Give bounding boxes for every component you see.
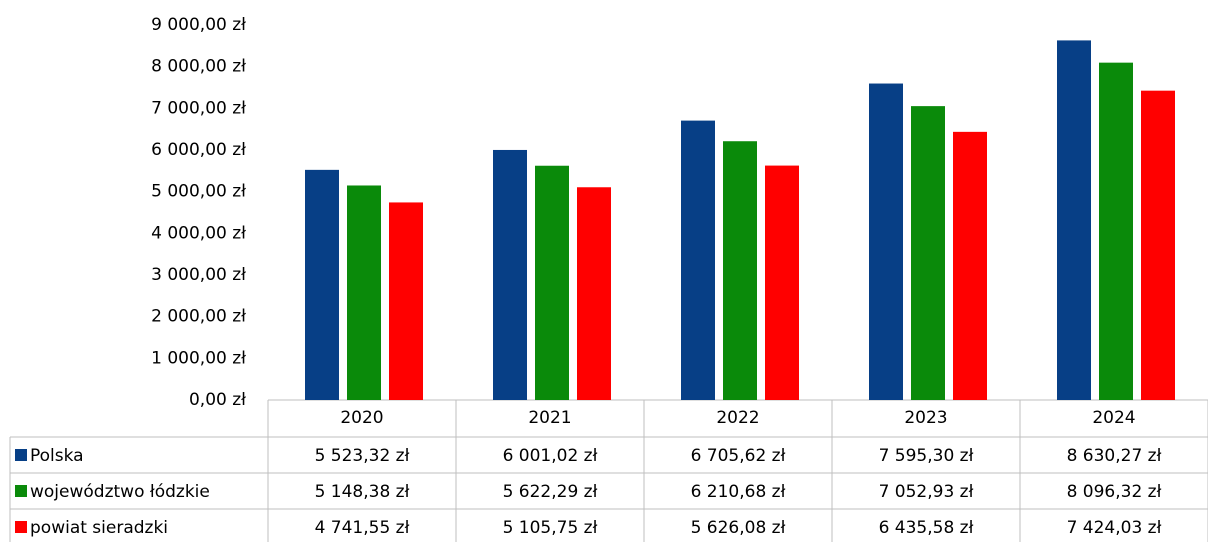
legend-label: Polska [30, 446, 84, 466]
y-tick-label: 9 000,00 zł [151, 15, 246, 35]
table-value: 8 096,32 zł [1067, 482, 1162, 502]
bar [1141, 90, 1175, 401]
bar [911, 106, 945, 400]
y-tick-label: 1 000,00 zł [151, 348, 246, 368]
table-value: 5 622,29 zł [503, 482, 598, 502]
table-value: 8 630,27 zł [1067, 446, 1162, 466]
table-value: 5 626,08 zł [691, 518, 786, 538]
y-tick-label: 8 000,00 zł [151, 57, 246, 77]
bar [869, 83, 903, 400]
bar [723, 141, 757, 400]
bar [535, 165, 569, 400]
table-value: 6 001,02 zł [503, 446, 598, 466]
table-value: 5 105,75 zł [503, 518, 598, 538]
bar [493, 149, 527, 400]
table-value: 5 523,32 zł [315, 446, 410, 466]
legend-swatch [15, 449, 27, 461]
bar [389, 202, 423, 400]
table-value: 6 435,58 zł [879, 518, 974, 538]
y-tick-label: 4 000,00 zł [151, 223, 246, 243]
bar [1057, 40, 1091, 400]
bar [577, 187, 611, 400]
x-tick-label: 2020 [340, 408, 383, 428]
y-tick-label: 2 000,00 zł [151, 307, 246, 327]
legend-label: województwo łódzkie [30, 482, 210, 502]
table-value: 5 148,38 zł [315, 482, 410, 502]
bar [681, 120, 715, 400]
legend-swatch [15, 485, 27, 497]
y-tick-label: 3 000,00 zł [151, 265, 246, 285]
bar [765, 165, 799, 400]
x-tick-label: 2023 [904, 408, 947, 428]
bar [953, 131, 987, 400]
table-value: 4 741,55 zł [315, 518, 410, 538]
x-tick-label: 2024 [1092, 408, 1135, 428]
y-tick-label: 5 000,00 zł [151, 182, 246, 202]
x-tick-label: 2021 [528, 408, 571, 428]
bar [347, 185, 381, 400]
table-value: 7 424,03 zł [1067, 518, 1162, 538]
table-value: 7 052,93 zł [879, 482, 974, 502]
bar [305, 169, 339, 400]
legend-swatch [15, 521, 27, 533]
y-tick-label: 7 000,00 zł [151, 98, 246, 118]
table-value: 7 595,30 zł [879, 446, 974, 466]
legend-label: powiat sieradzki [30, 518, 168, 538]
x-tick-label: 2022 [716, 408, 759, 428]
y-tick-label: 0,00 zł [189, 390, 246, 410]
y-tick-label: 6 000,00 zł [151, 140, 246, 160]
table-value: 6 210,68 zł [691, 482, 786, 502]
table-value: 6 705,62 zł [691, 446, 786, 466]
bar [1099, 62, 1133, 401]
